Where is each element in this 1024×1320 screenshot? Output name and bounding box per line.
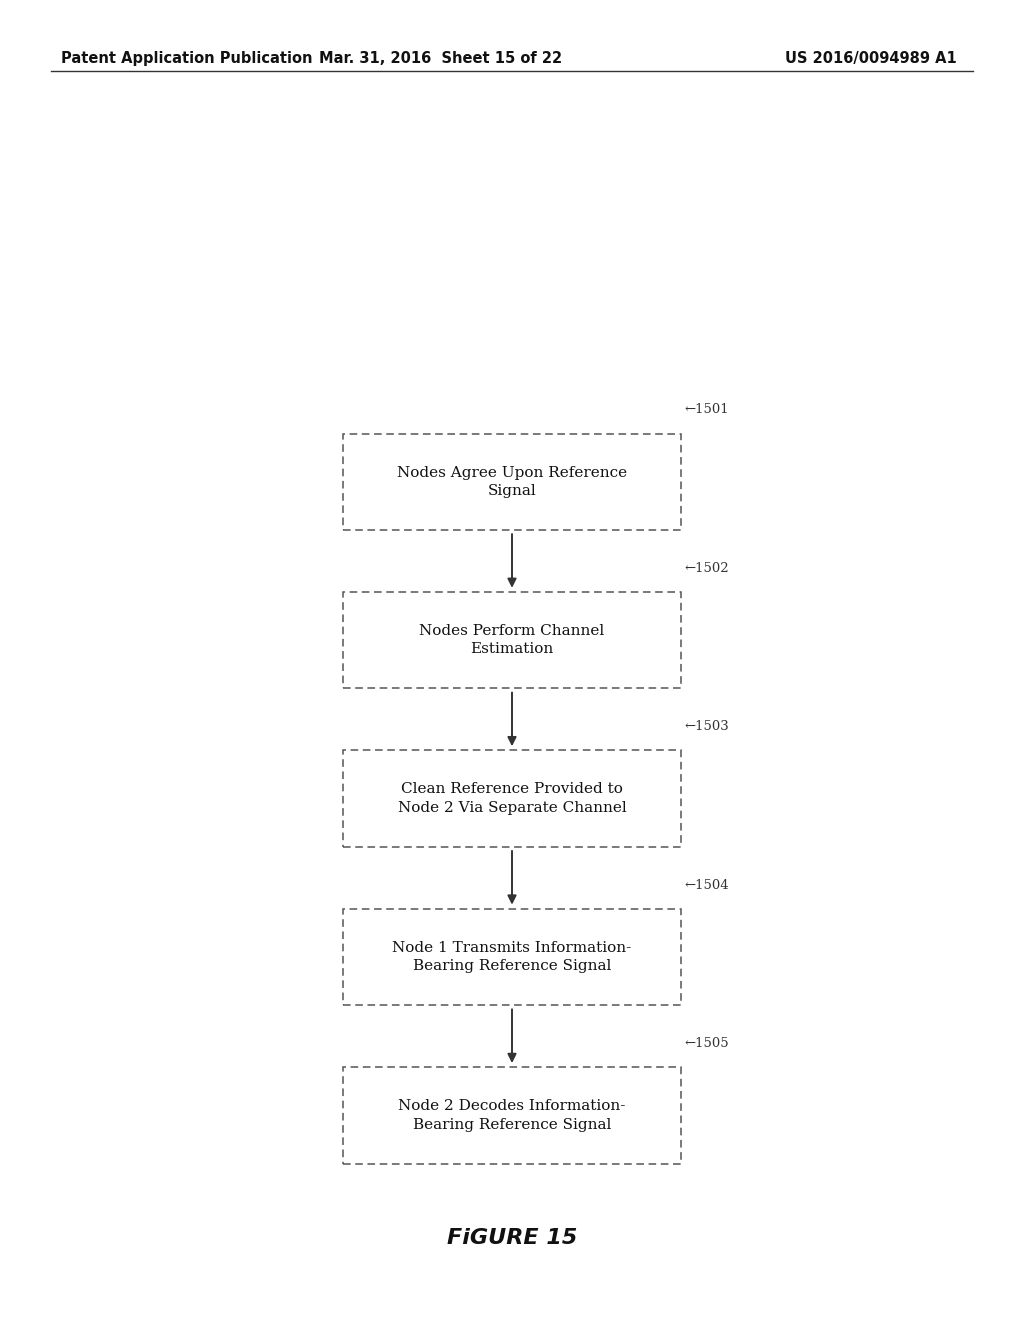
Text: Nodes Agree Upon Reference
Signal: Nodes Agree Upon Reference Signal: [397, 466, 627, 498]
Bar: [343, 433, 681, 529]
Text: ←1502: ←1502: [684, 562, 729, 574]
Text: Patent Application Publication: Patent Application Publication: [61, 50, 313, 66]
Bar: [343, 593, 681, 689]
Bar: [343, 750, 681, 847]
Text: Mar. 31, 2016  Sheet 15 of 22: Mar. 31, 2016 Sheet 15 of 22: [318, 50, 562, 66]
Text: Node 2 Decodes Information-
Bearing Reference Signal: Node 2 Decodes Information- Bearing Refe…: [398, 1100, 626, 1131]
Text: US 2016/0094989 A1: US 2016/0094989 A1: [784, 50, 956, 66]
Text: ←1501: ←1501: [684, 404, 729, 416]
Text: Node 1 Transmits Information-
Bearing Reference Signal: Node 1 Transmits Information- Bearing Re…: [392, 941, 632, 973]
Text: Nodes Perform Channel
Estimation: Nodes Perform Channel Estimation: [420, 624, 604, 656]
Bar: [343, 908, 681, 1006]
Bar: [343, 1067, 681, 1164]
Text: ←1504: ←1504: [684, 879, 729, 891]
Text: FiGURE 15: FiGURE 15: [446, 1228, 578, 1249]
Text: ←1503: ←1503: [684, 721, 729, 733]
Text: Clean Reference Provided to
Node 2 Via Separate Channel: Clean Reference Provided to Node 2 Via S…: [397, 783, 627, 814]
Text: ←1505: ←1505: [684, 1038, 729, 1049]
